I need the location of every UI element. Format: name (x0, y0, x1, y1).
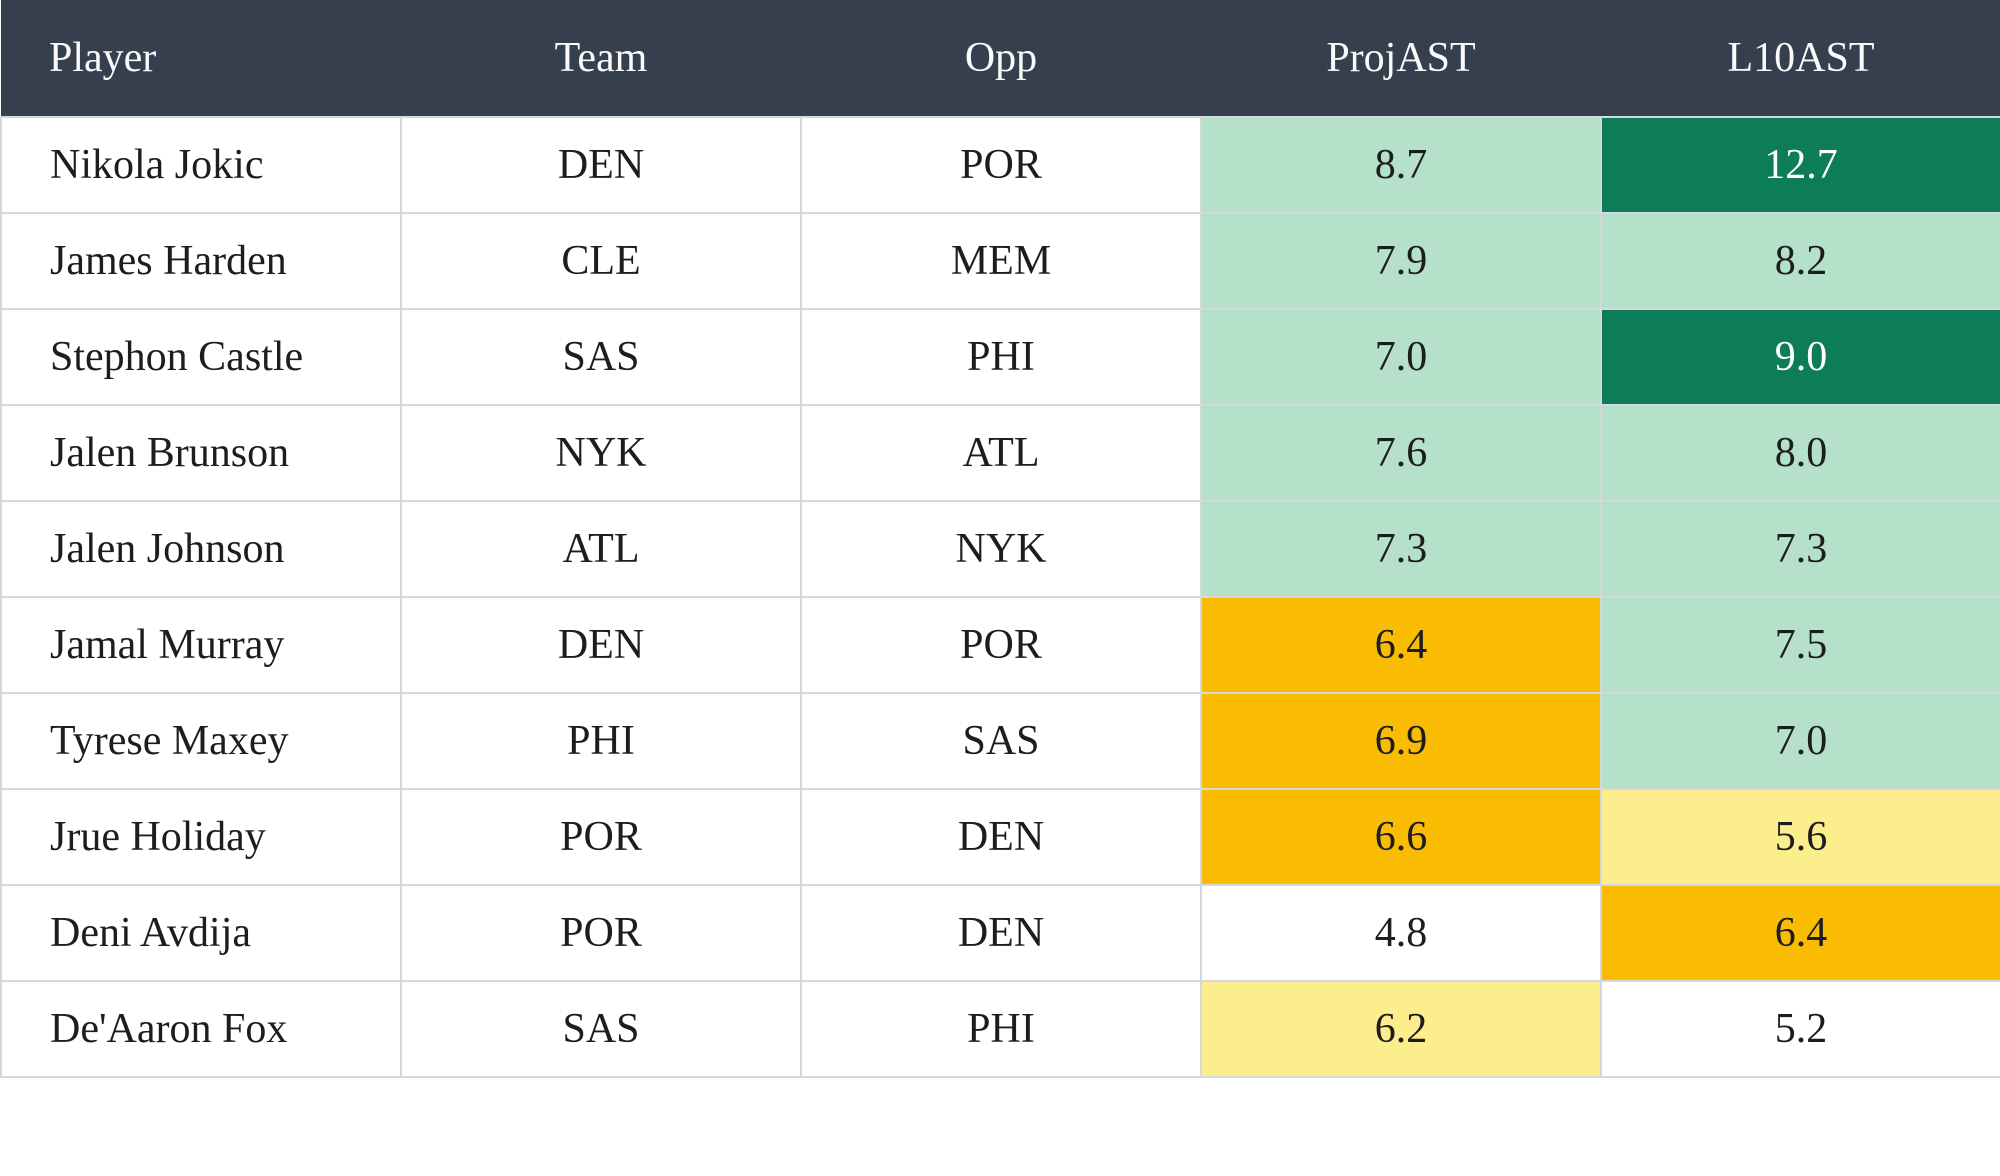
table-row: Nikola Jokic DEN POR 8.7 12.7 (0, 116, 2000, 214)
l10-ast-cell: 12.7 (1600, 116, 2000, 214)
l10-ast-cell: 8.0 (1600, 404, 2000, 502)
team-cell: SAS (400, 980, 802, 1078)
column-header-player: Player (1, 0, 401, 117)
player-name-cell: Tyrese Maxey (0, 692, 402, 790)
table-row: De'Aaron Fox SAS PHI 6.2 5.2 (0, 980, 2000, 1078)
proj-ast-cell: 6.2 (1200, 980, 1602, 1078)
player-name-cell: Jamal Murray (0, 596, 402, 694)
opp-cell: MEM (800, 212, 1202, 310)
proj-ast-cell: 6.9 (1200, 692, 1602, 790)
table-row: James Harden CLE MEM 7.9 8.2 (0, 212, 2000, 310)
team-cell: DEN (400, 596, 802, 694)
table-row: Jalen Johnson ATL NYK 7.3 7.3 (0, 500, 2000, 598)
team-cell: SAS (400, 308, 802, 406)
player-name-cell: Jalen Johnson (0, 500, 402, 598)
l10-ast-cell: 7.0 (1600, 692, 2000, 790)
opp-cell: POR (800, 596, 1202, 694)
player-name-cell: De'Aaron Fox (0, 980, 402, 1078)
l10-ast-cell: 5.6 (1600, 788, 2000, 886)
column-header-l10-ast: L10AST (1601, 0, 2000, 117)
opp-cell: PHI (800, 308, 1202, 406)
team-cell: CLE (400, 212, 802, 310)
player-name-cell: Jrue Holiday (0, 788, 402, 886)
opp-cell: NYK (800, 500, 1202, 598)
l10-ast-cell: 8.2 (1600, 212, 2000, 310)
player-name-cell: Nikola Jokic (0, 116, 402, 214)
opp-cell: PHI (800, 980, 1202, 1078)
table-row: Jamal Murray DEN POR 6.4 7.5 (0, 596, 2000, 694)
player-name-cell: Stephon Castle (0, 308, 402, 406)
player-name-cell: James Harden (0, 212, 402, 310)
opp-cell: DEN (800, 884, 1202, 982)
column-header-team: Team (401, 0, 801, 117)
team-cell: NYK (400, 404, 802, 502)
l10-ast-cell: 5.2 (1600, 980, 2000, 1078)
opp-cell: ATL (800, 404, 1202, 502)
player-name-cell: Jalen Brunson (0, 404, 402, 502)
team-cell: PHI (400, 692, 802, 790)
table-row: Jalen Brunson NYK ATL 7.6 8.0 (0, 404, 2000, 502)
proj-ast-cell: 6.6 (1200, 788, 1602, 886)
opp-cell: POR (800, 116, 1202, 214)
table-row: Tyrese Maxey PHI SAS 6.9 7.0 (0, 692, 2000, 790)
l10-ast-cell: 6.4 (1600, 884, 2000, 982)
header-row: Player Team Opp ProjAST L10AST (1, 0, 2000, 117)
player-name-cell: Deni Avdija (0, 884, 402, 982)
opp-cell: DEN (800, 788, 1202, 886)
proj-ast-cell: 6.4 (1200, 596, 1602, 694)
table-row: Deni Avdija POR DEN 4.8 6.4 (0, 884, 2000, 982)
team-cell: ATL (400, 500, 802, 598)
table-body: Nikola Jokic DEN POR 8.7 12.7 James Harden CLE… (0, 116, 2000, 1078)
proj-ast-cell: 7.6 (1200, 404, 1602, 502)
l10-ast-cell: 7.3 (1600, 500, 2000, 598)
column-header-opp: Opp (801, 0, 1201, 117)
proj-ast-cell: 7.9 (1200, 212, 1602, 310)
team-cell: POR (400, 884, 802, 982)
opp-cell: SAS (800, 692, 1202, 790)
table-header: Player Team Opp ProjAST L10AST (1, 0, 2000, 117)
proj-ast-cell: 8.7 (1200, 116, 1602, 214)
l10-ast-cell: 9.0 (1600, 308, 2000, 406)
team-cell: POR (400, 788, 802, 886)
proj-ast-cell: 7.0 (1200, 308, 1602, 406)
proj-ast-cell: 4.8 (1200, 884, 1602, 982)
l10-ast-cell: 7.5 (1600, 596, 2000, 694)
table-row: Stephon Castle SAS PHI 7.0 9.0 (0, 308, 2000, 406)
proj-ast-cell: 7.3 (1200, 500, 1602, 598)
table-row: Jrue Holiday POR DEN 6.6 5.6 (0, 788, 2000, 886)
assists-projection-table: Player Team Opp ProjAST L10AST Nikola Jo… (0, 0, 2000, 1078)
column-header-proj-ast: ProjAST (1201, 0, 1601, 117)
team-cell: DEN (400, 116, 802, 214)
